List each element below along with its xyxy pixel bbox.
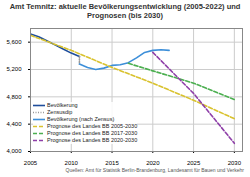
- html-text:Prognose des Landes BB 2020-20: Prognose des Landes BB 2020-2030: [47, 137, 138, 143]
- svg-text:4,400: 4,400: [6, 121, 22, 127]
- html-text:Quellen: Amt für Statistik Ber: Quellen: Amt für Statistik Berlin-Brande…: [65, 167, 244, 173]
- svg-text:2025: 2025: [187, 160, 201, 166]
- svg-text:2020: 2020: [146, 160, 160, 166]
- svg-text:2030: 2030: [228, 160, 242, 166]
- svg-text:5,200: 5,200: [6, 66, 22, 72]
- svg-text:5,600: 5,600: [6, 39, 22, 45]
- svg-text:4,800: 4,800: [6, 94, 22, 100]
- svg-text:2005: 2005: [24, 160, 38, 166]
- html-text:Zensusdip: Zensusdip: [47, 109, 73, 115]
- svg-text:4,000: 4,000: [6, 148, 22, 154]
- html-text:Bevölkerung (nach Zensus): Bevölkerung (nach Zensus): [47, 116, 115, 122]
- html-text:Amt Temnitz: aktuelle Bevölker: Amt Temnitz: aktuelle Bevölkerungsentwic…: [9, 2, 241, 20]
- html-text:Bevölkerung: Bevölkerung: [47, 102, 78, 108]
- html-text:Prognose des Landes BB 2005-20: Prognose des Landes BB 2005-2030: [47, 123, 138, 129]
- html-text:Prognose des Landes BB 2017-20: Prognose des Landes BB 2017-2030: [47, 130, 138, 136]
- svg-text:2010: 2010: [65, 160, 79, 166]
- svg-text:2015: 2015: [105, 160, 119, 166]
